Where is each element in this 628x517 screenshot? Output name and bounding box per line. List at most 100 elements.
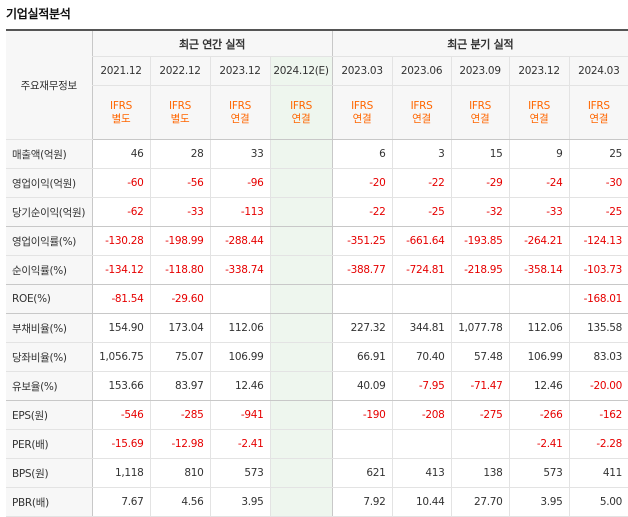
table-cell: 27.70 xyxy=(450,487,510,517)
table-cell: 138 xyxy=(450,458,510,488)
table-cell: -20.00 xyxy=(568,371,628,401)
row-label[interactable]: 당기순이익(억원) xyxy=(6,197,92,227)
row-label[interactable]: PBR(배) xyxy=(6,487,92,517)
table-cell: 75.07 xyxy=(149,342,210,372)
row-label[interactable]: EPS(원) xyxy=(6,400,92,430)
table-cell: 1,056.75 xyxy=(91,342,150,372)
ifrs-scope: 연결 xyxy=(470,112,490,125)
ifrs-scope: 별도 xyxy=(170,112,190,125)
table-cell: -193.85 xyxy=(450,226,510,256)
table-cell xyxy=(269,313,333,343)
period-header: 2023.06 xyxy=(391,56,452,86)
annual-group-header: 최근 연간 실적 xyxy=(91,31,333,57)
table-cell: -60 xyxy=(91,168,150,198)
table-cell: 3 xyxy=(391,139,452,169)
table-cell: 621 xyxy=(331,458,393,488)
table-cell: -358.14 xyxy=(508,255,570,285)
table-cell: -724.81 xyxy=(391,255,452,285)
table-row: 영업이익률(%) -130.28 -198.99 -288.44 -351.25 -661… xyxy=(6,226,628,256)
ifrs-standard: IFRS xyxy=(110,99,132,112)
table-cell: -351.25 xyxy=(331,226,393,256)
table-cell: -264.21 xyxy=(508,226,570,256)
title-divider xyxy=(6,29,628,31)
table-cell: -661.64 xyxy=(391,226,452,256)
table-cell xyxy=(269,168,333,198)
table-cell: 112.06 xyxy=(508,313,570,343)
table-cell: -25 xyxy=(568,197,628,227)
ifrs-standard: IFRS xyxy=(351,99,373,112)
ifrs-scope: 연결 xyxy=(589,112,609,125)
ifrs-standard: IFRS xyxy=(169,99,191,112)
table-cell xyxy=(269,487,333,517)
row-label[interactable]: BPS(원) xyxy=(6,458,92,488)
table-cell: 3.95 xyxy=(508,487,570,517)
ifrs-standard: IFRS xyxy=(528,99,550,112)
ifrs-standard: IFRS xyxy=(410,99,433,112)
table-cell: 227.32 xyxy=(331,313,393,343)
row-label[interactable]: 유보율(%) xyxy=(6,371,92,401)
table-cell xyxy=(269,255,333,285)
period-header: 2022.12 xyxy=(149,56,210,86)
section-title: 기업실적분석 xyxy=(6,7,71,21)
table-row: 부채비율(%) 154.90 173.04 112.06 227.32 344.81 1,0… xyxy=(6,313,628,343)
table-row: 당좌비율(%) 1,056.75 75.07 106.99 66.91 70.40 57.4… xyxy=(6,342,628,372)
row-label[interactable]: 당좌비율(%) xyxy=(6,342,92,372)
table-cell: 810 xyxy=(149,458,210,488)
table-cell xyxy=(508,284,570,314)
table-cell: -190 xyxy=(331,400,393,430)
period-header: 2023.12 xyxy=(508,56,570,86)
row-label[interactable]: ROE(%) xyxy=(6,284,92,314)
table-cell: 7.67 xyxy=(91,487,150,517)
table-cell: 70.40 xyxy=(391,342,452,372)
table-cell: -33 xyxy=(149,197,210,227)
table-cell: 57.48 xyxy=(450,342,510,372)
table-cell: 12.46 xyxy=(209,371,270,401)
ifrs-label: IFRS 연결 xyxy=(269,85,333,140)
table-cell: 6 xyxy=(331,139,393,169)
ifrs-scope: 연결 xyxy=(230,112,250,125)
table-cell: -2.28 xyxy=(568,429,628,459)
table-cell: 411 xyxy=(568,458,628,488)
table-cell: -29 xyxy=(450,168,510,198)
ifrs-label: IFRS 연결 xyxy=(209,85,270,140)
table-cell: 40.09 xyxy=(331,371,393,401)
table-row: 매출액(억원) 46 28 33 6 3 15 9 25 xyxy=(6,139,628,169)
table-cell: -338.74 xyxy=(209,255,270,285)
ifrs-label: IFRS 연결 xyxy=(568,85,628,140)
table-cell: -7.95 xyxy=(391,371,452,401)
table-cell: 7.92 xyxy=(331,487,393,517)
quarter-group-header: 최근 분기 실적 xyxy=(331,31,628,57)
row-label[interactable]: 매출액(억원) xyxy=(6,139,92,169)
group-header-row: 주요재무정보 최근 연간 실적 최근 분기 실적 xyxy=(6,31,628,140)
table-cell: -25 xyxy=(391,197,452,227)
table-row: EPS(원) -546 -285 -941 -190 -208 -275 -266 -162 xyxy=(6,400,628,430)
table-cell: -56 xyxy=(149,168,210,198)
ifrs-scope: 연결 xyxy=(412,112,431,125)
table-cell: -22 xyxy=(391,168,452,198)
table-cell: -33 xyxy=(508,197,570,227)
row-label[interactable]: 영업이익(억원) xyxy=(6,168,92,198)
table-cell: -103.73 xyxy=(568,255,628,285)
table-cell: -124.13 xyxy=(568,226,628,256)
row-label[interactable]: PER(배) xyxy=(6,429,92,459)
ifrs-scope: 연결 xyxy=(291,112,311,125)
row-label[interactable]: 영업이익률(%) xyxy=(6,226,92,256)
row-label[interactable]: 부채비율(%) xyxy=(6,313,92,343)
period-header: 2023.09 xyxy=(450,56,510,86)
ifrs-standard: IFRS xyxy=(229,99,251,112)
table-cell: 10.44 xyxy=(391,487,452,517)
table-cell: 46 xyxy=(91,139,150,169)
row-label[interactable]: 순이익률(%) xyxy=(6,255,92,285)
table-cell: 83.97 xyxy=(149,371,210,401)
table-cell xyxy=(269,400,333,430)
table-cell: 413 xyxy=(391,458,452,488)
period-header: 2024.12(E) xyxy=(269,56,333,86)
table-cell: -168.01 xyxy=(568,284,628,314)
period-header: 2023.12 xyxy=(209,56,270,86)
table-cell: 573 xyxy=(209,458,270,488)
table-row: ROE(%) -81.54 -29.60 -168.01 xyxy=(6,284,628,314)
ifrs-scope: 별도 xyxy=(111,112,131,125)
table-cell: -29.60 xyxy=(149,284,210,314)
ifrs-label: IFRS 연결 xyxy=(391,85,452,140)
ifrs-scope: 연결 xyxy=(352,112,372,125)
